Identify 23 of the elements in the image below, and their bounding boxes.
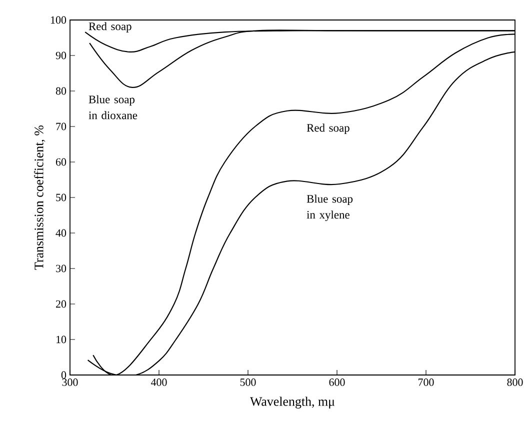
series-label: Blue soap in dioxane [88,95,138,120]
y-tick-label: 0 [61,371,66,379]
y-tick-label: 60 [56,158,66,166]
y-tick-label: 30 [56,264,66,272]
x-tick-label: 500 [240,378,256,386]
series-label: Blue soap in xylene [306,194,353,222]
y-tick-label: 10 [56,336,66,344]
series-label: Red soap [306,124,350,134]
y-tick-label: 100 [51,16,66,24]
x-axis-title: Wavelength, mμ [250,396,334,409]
x-tick-label: 300 [62,378,78,386]
x-tick-label: 600 [329,378,345,386]
y-tick-label: 90 [56,52,66,60]
y-tick-label: 70 [56,122,66,130]
x-tick-label: 400 [151,378,167,386]
y-axis-title: Transmission coefficient, % [34,125,46,270]
y-tick-label: 40 [56,229,66,237]
y-tick-label: 80 [56,87,66,95]
y-tick-label: 20 [56,300,66,308]
legend-label: Red soap [88,22,132,32]
x-tick-label: 800 [507,378,523,386]
y-tick-label: 50 [56,194,66,202]
x-tick-label: 700 [418,378,434,386]
